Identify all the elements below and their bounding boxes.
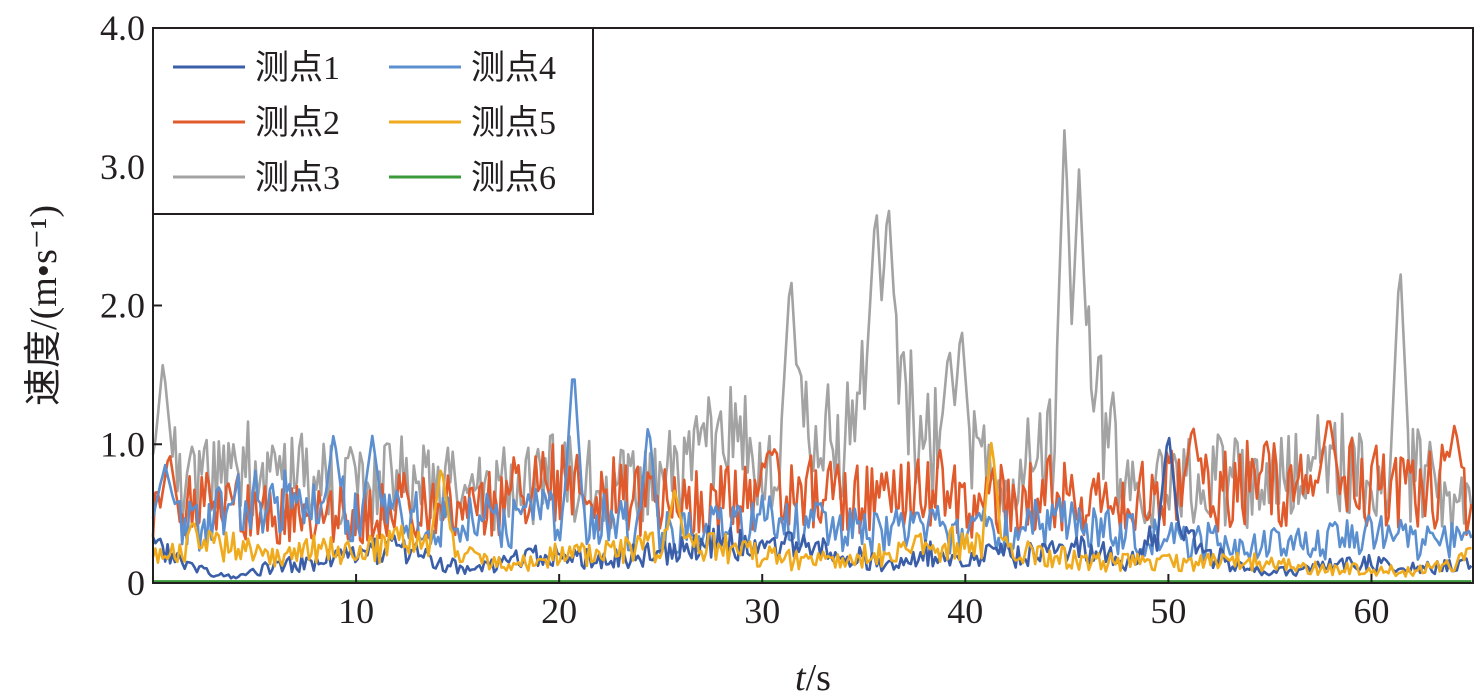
x-tick-label: 20 xyxy=(541,591,577,631)
legend-label: 测点1 xyxy=(255,49,340,87)
y-tick-label: 4.0 xyxy=(100,8,145,48)
series-line-4 xyxy=(151,378,1473,564)
legend-label: 测点5 xyxy=(471,104,556,142)
x-tick-label: 40 xyxy=(947,591,983,631)
legend-label: 测点2 xyxy=(255,104,340,142)
legend-label: 测点4 xyxy=(471,49,556,87)
series-layer xyxy=(151,129,1473,584)
y-tick-label: 2.0 xyxy=(100,286,145,326)
series-line-2 xyxy=(151,420,1473,545)
legend: 测点1 测点2 测点3 测点4 测点5 测点6 xyxy=(152,27,594,215)
legend-label: 测点6 xyxy=(471,159,556,197)
x-axis-label-unit: s xyxy=(816,657,831,698)
x-axis-label: t/s xyxy=(795,657,831,698)
series-line-5 xyxy=(151,441,1472,578)
x-axis-label-var: t xyxy=(795,657,807,698)
y-axis-label: 速度/(m•s⁻¹) xyxy=(23,205,65,406)
legend-label: 测点3 xyxy=(255,159,340,197)
x-axis-label-sep: / xyxy=(806,657,817,698)
x-tick-label: 30 xyxy=(744,591,780,631)
x-tick-label: 50 xyxy=(1150,591,1186,631)
y-tick-label: 0 xyxy=(127,563,145,603)
y-tick-label: 1.0 xyxy=(100,424,145,464)
x-tick-label: 60 xyxy=(1353,591,1389,631)
ticks-layer: 10 20 30 40 50 60 0 1.0 2.0 3.0 4.0 xyxy=(100,8,1389,631)
x-tick-label: 10 xyxy=(338,591,374,631)
y-tick-label: 3.0 xyxy=(100,147,145,187)
